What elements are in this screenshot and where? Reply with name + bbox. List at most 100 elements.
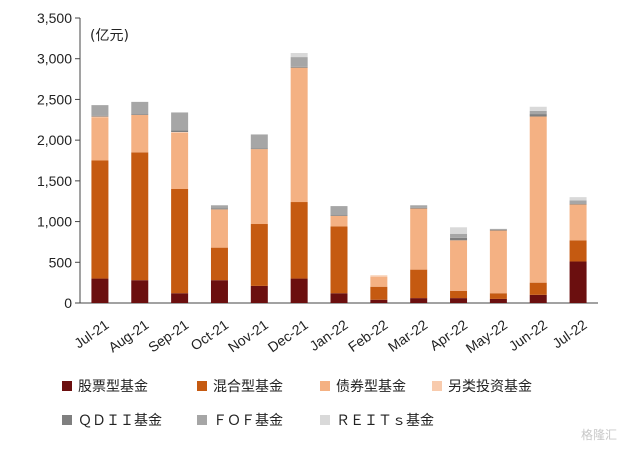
bar-segment	[569, 204, 587, 241]
bar-segment	[250, 285, 268, 303]
bar-segment	[131, 101, 149, 115]
bar-segment	[131, 114, 149, 153]
bar-segment	[91, 160, 109, 279]
bar-segment	[290, 202, 308, 279]
x-tick-label: Jul-22	[549, 316, 590, 351]
bar-segment	[489, 298, 507, 303]
legend-swatch	[62, 415, 72, 425]
bar-segment	[450, 290, 468, 299]
unit-label: (亿元)	[90, 28, 129, 44]
bar-segment	[410, 205, 428, 208]
bar-segment	[529, 110, 547, 115]
bar-segment	[410, 207, 428, 209]
bar-segment	[450, 227, 468, 234]
watermark-text: 格隆汇	[580, 428, 617, 442]
bar-segment	[529, 116, 547, 283]
bar-segment	[529, 114, 547, 117]
bar-segment	[210, 247, 228, 281]
y-tick-label: 3,500	[37, 10, 72, 26]
bar-segment	[330, 206, 348, 216]
y-tick-label: 3,000	[37, 51, 72, 67]
legend-label: 债券型基金	[336, 378, 406, 395]
bar-segment	[489, 229, 507, 231]
x-tick-label: May-22	[463, 316, 511, 356]
bar-segment	[290, 67, 308, 203]
bar-segment	[91, 116, 109, 118]
bar-segment	[91, 278, 109, 303]
y-tick-label: 2,000	[37, 132, 72, 148]
bar-segment	[489, 228, 507, 230]
x-tick-label: Apr-22	[427, 316, 471, 353]
bar-segment	[171, 132, 189, 189]
x-tick-label: Dec-21	[265, 316, 311, 355]
bar-segment	[171, 189, 189, 294]
bar-segment	[569, 197, 587, 201]
legend-swatch	[320, 415, 330, 425]
bars-group	[91, 53, 587, 303]
bar-segment	[290, 278, 308, 303]
bar-segment	[529, 294, 547, 303]
bar-segment	[450, 237, 468, 241]
legend-swatch	[197, 415, 207, 425]
x-tick-label: Jul-21	[71, 316, 112, 351]
bar-segment	[91, 115, 109, 117]
x-tick-label: Sep-21	[145, 316, 191, 355]
bar-segment	[171, 130, 189, 132]
x-tick-label: Mar-22	[385, 316, 431, 355]
legend-swatch	[62, 381, 72, 391]
legend-label: ＲＥＩＴｓ基金	[336, 412, 434, 429]
y-tick-label: 1,000	[37, 214, 72, 230]
bar-segment	[450, 298, 468, 303]
x-tick-label: Nov-21	[225, 316, 271, 355]
legend-label: 混合型基金	[213, 378, 283, 395]
bar-segment	[250, 224, 268, 286]
bar-segment	[370, 276, 388, 287]
x-tick-label: Feb-22	[345, 316, 391, 355]
legend-label: ＦＯＦ基金	[213, 412, 283, 429]
bar-segment	[330, 226, 348, 294]
bar-segment	[370, 299, 388, 303]
x-axis: Jul-21Aug-21Sep-21Oct-21Nov-21Dec-21Jan-…	[71, 302, 598, 356]
bar-segment	[290, 66, 308, 68]
bar-segment	[450, 240, 468, 291]
y-tick-label: 500	[49, 254, 73, 270]
bar-segment	[569, 203, 587, 205]
legend-label: 另类投资基金	[448, 378, 532, 395]
bar-segment	[410, 269, 428, 299]
bar-segment	[91, 117, 109, 161]
x-tick-label: Oct-21	[188, 316, 232, 353]
bar-segment	[250, 149, 268, 225]
bar-segment	[489, 293, 507, 299]
legend-swatch	[320, 381, 330, 391]
bar-segment	[250, 148, 268, 150]
bar-segment	[410, 208, 428, 270]
x-tick-label: Jan-22	[306, 316, 350, 354]
bar-segment	[250, 134, 268, 149]
bar-segment	[91, 105, 109, 116]
bar-segment	[290, 53, 308, 58]
bar-segment	[370, 286, 388, 300]
bar-segment	[330, 215, 348, 227]
y-tick-label: 0	[64, 295, 72, 311]
legend-label: ＱＤＩＩ基金	[78, 412, 162, 429]
x-tick-label: Jun-22	[506, 316, 550, 354]
legend-swatch	[197, 381, 207, 391]
bar-segment	[410, 298, 428, 303]
bar-segment	[370, 275, 388, 277]
bar-segment	[569, 261, 587, 303]
bar-segment	[210, 280, 228, 303]
legend-swatch	[432, 381, 442, 391]
y-tick-label: 2,500	[37, 91, 72, 107]
y-tick-label: 1,500	[37, 173, 72, 189]
bar-segment	[529, 282, 547, 295]
bar-segment	[131, 152, 149, 281]
bar-segment	[210, 208, 228, 210]
bar-segment	[330, 293, 348, 303]
legend-label: 股票型基金	[78, 378, 148, 395]
bar-segment	[171, 112, 189, 131]
bar-segment	[450, 233, 468, 238]
bar-segment	[210, 209, 228, 248]
y-axis: 0 500 1,000 1,500 2,000 2,500 3,000 3,500	[37, 10, 81, 311]
bar-segment	[529, 106, 547, 111]
